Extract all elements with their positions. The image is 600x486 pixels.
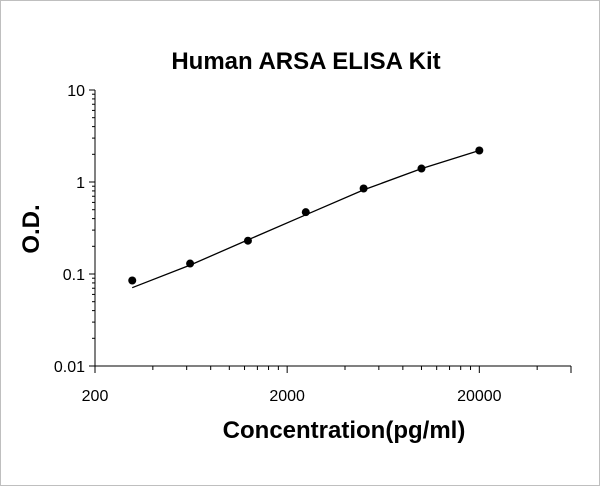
- y-tick-label: 1: [76, 175, 85, 192]
- data-point: [417, 164, 426, 173]
- data-point: [243, 236, 252, 245]
- data-point: [301, 208, 310, 217]
- x-axis-title: Concentration(pg/ml): [223, 417, 466, 444]
- y-tick-label: 10: [67, 83, 85, 100]
- data-point: [128, 276, 137, 285]
- data-point: [186, 259, 195, 268]
- y-axis-title: O.D.: [18, 204, 45, 253]
- chart-title: Human ARSA ELISA Kit: [171, 48, 440, 75]
- y-tick-label: 0.1: [63, 267, 85, 284]
- x-tick-label: 20000: [457, 388, 502, 405]
- axes-group: 0.01 0.1 1 10 200 2000 20000: [54, 83, 572, 405]
- data-point: [475, 146, 484, 155]
- fit-curve: [131, 149, 480, 289]
- y-tick-label: 0.01: [54, 359, 85, 376]
- x-tick-label: 2000: [269, 388, 305, 405]
- data-point: [359, 184, 368, 193]
- plot-area: [128, 146, 484, 289]
- x-tick-label: 200: [82, 388, 109, 405]
